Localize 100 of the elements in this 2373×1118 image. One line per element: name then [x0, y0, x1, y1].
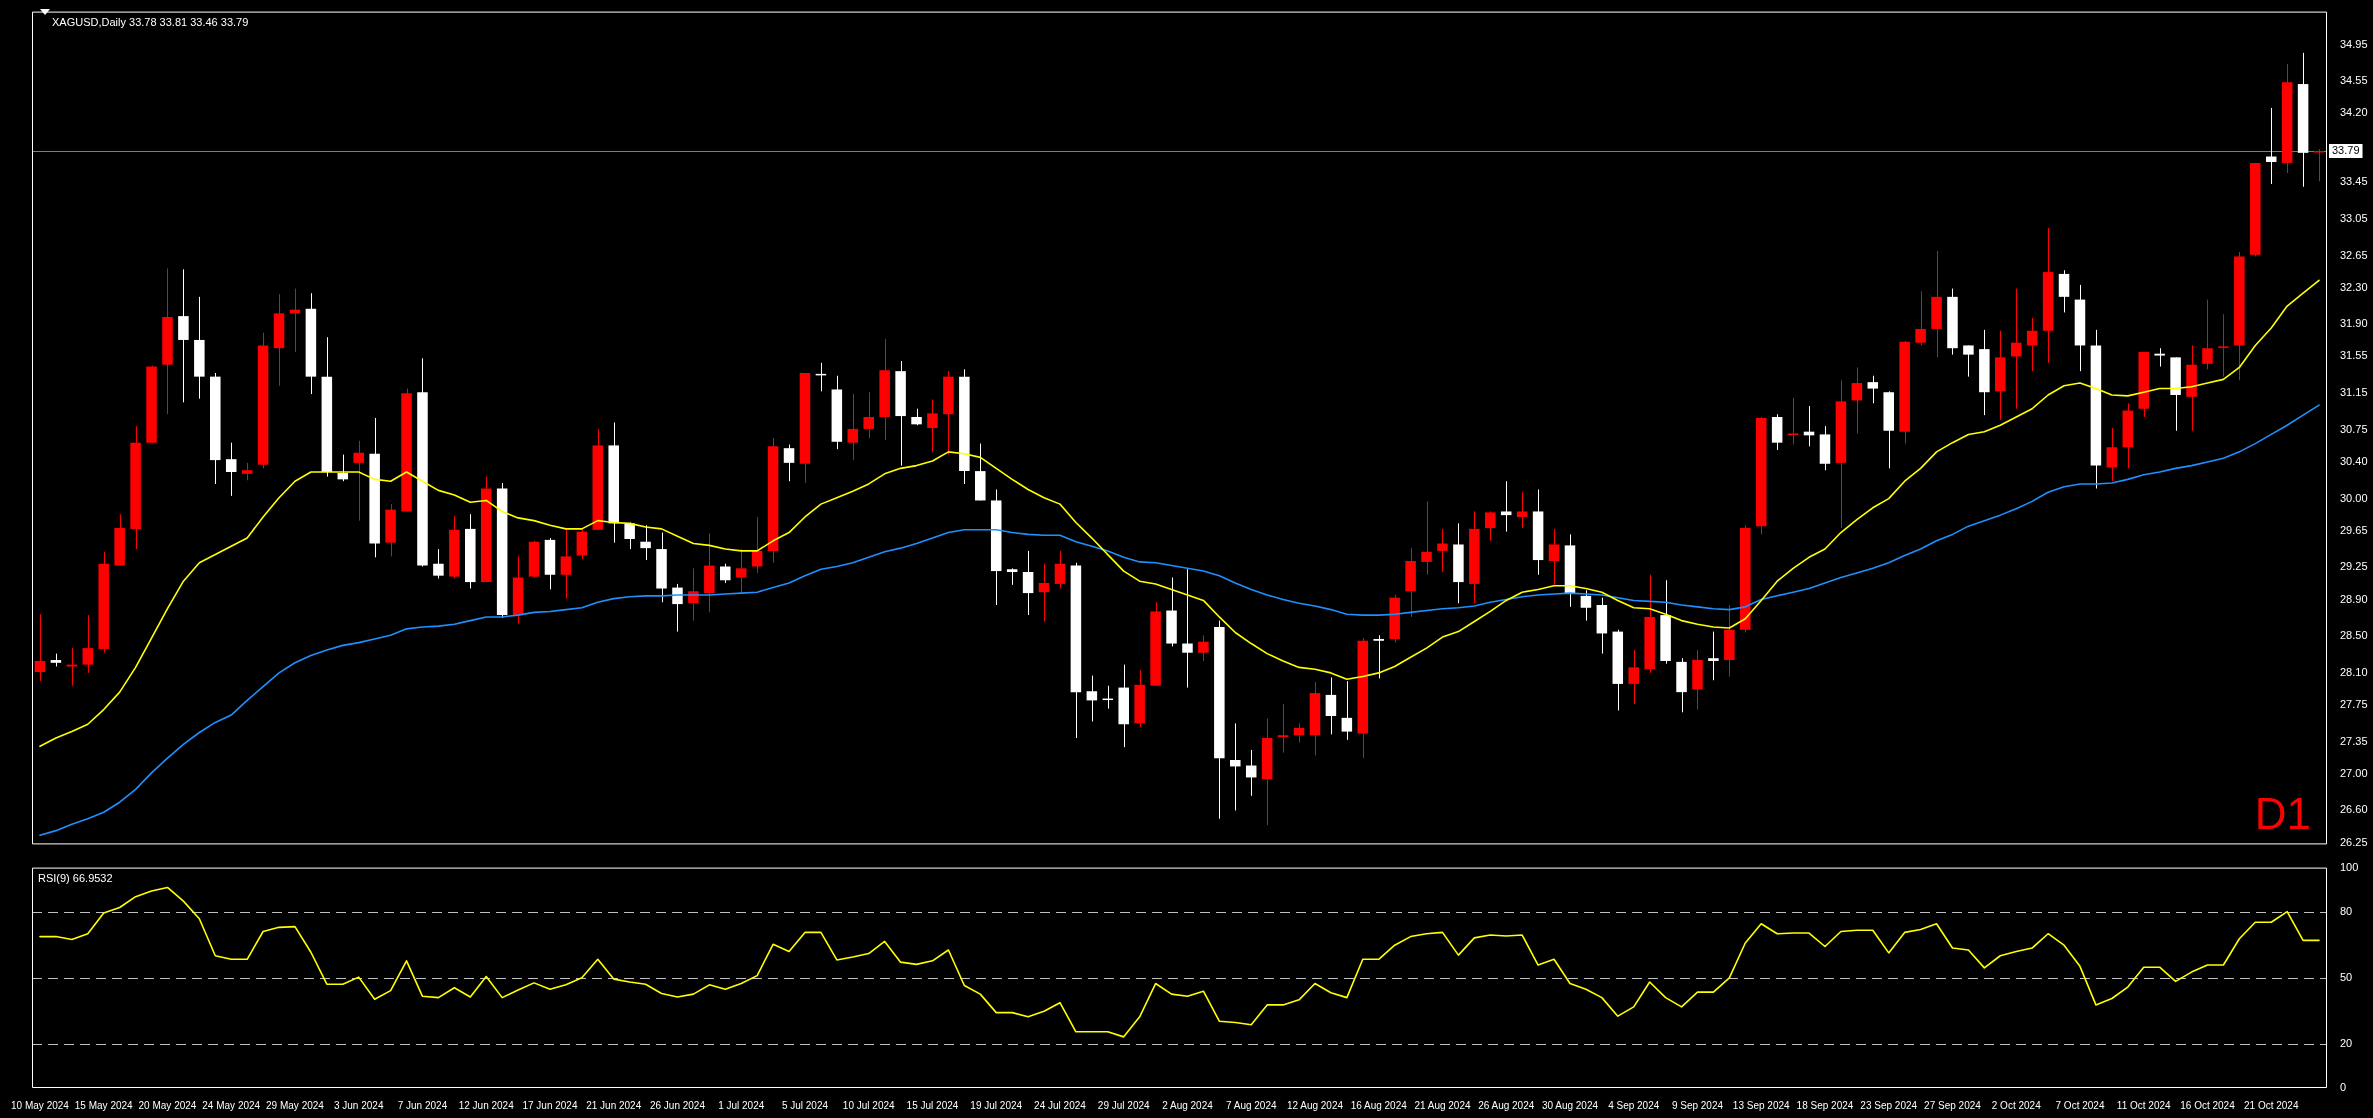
x-tick-label: 12 Aug 2024: [1286, 1099, 1344, 1111]
candlestick: [1198, 634, 1209, 662]
x-tick-label: 21 Oct 2024: [2243, 1099, 2299, 1111]
x-tick-label: 23 Sep 2024: [1860, 1099, 1918, 1111]
y-tick-label: 32.65: [2340, 248, 2368, 261]
y-tick-label: 30.40: [2340, 454, 2368, 467]
candlestick: [353, 440, 364, 522]
y-tick-label: 31.55: [2340, 349, 2368, 362]
ref-line-label: 33.79: [2332, 144, 2360, 157]
candlestick: [2010, 288, 2022, 410]
x-tick-label: 30 Aug 2024: [1541, 1099, 1599, 1111]
x-tick-label: 24 Jul 2024: [1034, 1099, 1087, 1111]
candlestick: [863, 391, 874, 439]
x-tick-label: 20 May 2024: [138, 1099, 197, 1111]
y-tick-label: 29.65: [2340, 523, 2368, 536]
y-tick-label: 100: [2340, 860, 2359, 873]
x-tick-label: 4 Sep 2024: [1608, 1099, 1660, 1111]
y-tick-label: 28.50: [2340, 629, 2368, 642]
x-tick-label: 29 May 2024: [266, 1099, 325, 1111]
candlestick: [1437, 528, 1448, 573]
x-tick-label: 16 Aug 2024: [1350, 1099, 1408, 1111]
candlestick: [433, 548, 444, 579]
candlestick: [1867, 375, 1879, 404]
y-tick-label: 28.90: [2340, 592, 2368, 605]
candlestick: [1580, 589, 1592, 622]
x-tick-label: 15 May 2024: [74, 1099, 134, 1111]
x-tick-label: 7 Oct 2024: [2055, 1099, 2105, 1111]
candlestick: [82, 614, 94, 674]
candlestick: [1421, 500, 1432, 576]
chart-title: XAGUSD,Daily 33.78 33.81 33.46 33.79: [52, 16, 249, 29]
x-tick-label: 17 Jun 2024: [522, 1099, 578, 1111]
candlestick: [2218, 313, 2229, 378]
x-tick-label: 21 Jun 2024: [586, 1099, 642, 1111]
candlestick: [1500, 480, 1512, 533]
candlestick: [1022, 550, 1034, 616]
x-tick-label: 21 Aug 2024: [1414, 1099, 1471, 1111]
y-tick-label: 31.15: [2340, 386, 2368, 399]
candlestick: [2313, 148, 2325, 182]
chart-title: RSI(9) 66.9532: [38, 872, 113, 885]
candlestick: [2202, 299, 2213, 370]
candlestick: [1548, 528, 1560, 586]
candlestick: [1230, 722, 1241, 811]
x-tick-label: 2 Oct 2024: [1991, 1099, 2042, 1111]
x-tick-label: 5 Jul 2024: [781, 1099, 829, 1111]
candlestick: [1182, 568, 1193, 689]
candlestick: [1708, 631, 1719, 681]
candlestick: [178, 268, 189, 403]
y-tick-label: 27.35: [2340, 734, 2368, 747]
candlestick: [735, 548, 747, 595]
candlestick: [1915, 290, 1926, 346]
x-tick-label: 7 Aug 2024: [1225, 1099, 1277, 1111]
candlestick: [1086, 675, 1098, 722]
y-tick-label: 29.25: [2340, 560, 2368, 573]
candlestick: [2058, 269, 2070, 313]
candlestick: [783, 444, 795, 482]
candlestick: [927, 399, 938, 453]
candlestick: [1516, 491, 1528, 529]
y-tick-label: 20: [2340, 1036, 2353, 1049]
candlestick: [2154, 347, 2165, 368]
candlestick: [1341, 680, 1353, 741]
x-tick-label: 12 Jun 2024: [458, 1099, 515, 1111]
x-tick-label: 26 Jun 2024: [649, 1099, 706, 1111]
x-tick-label: 3 Jun 2024: [333, 1099, 384, 1111]
y-tick-label: 33.05: [2340, 211, 2368, 224]
y-tick-label: 27.00: [2340, 766, 2368, 779]
candlestick: [1038, 563, 1050, 623]
candlestick: [560, 528, 572, 600]
y-tick-label: 32.30: [2340, 280, 2368, 293]
y-tick-label: 80: [2340, 904, 2353, 917]
y-tick-label: 30.75: [2340, 422, 2368, 435]
candlestick: [1485, 510, 1496, 542]
candlestick: [1963, 344, 1974, 378]
x-tick-label: 27 Sep 2024: [1924, 1099, 1982, 1111]
x-tick-label: 10 Jul 2024: [842, 1099, 896, 1111]
y-tick-label: 26.25: [2340, 835, 2368, 848]
annotation: D1: [2254, 788, 2311, 838]
candlestick: [720, 563, 731, 584]
y-tick-label: 31.90: [2340, 317, 2368, 330]
candlestick: [1325, 676, 1337, 735]
candlestick: [1851, 366, 1863, 434]
x-tick-label: 11 Oct 2024: [2116, 1099, 2172, 1111]
x-tick-label: 24 May 2024: [202, 1099, 261, 1111]
candlestick: [1293, 722, 1305, 744]
x-tick-label: 26 Aug 2024: [1478, 1099, 1535, 1111]
candlestick: [1373, 634, 1384, 679]
y-tick-label: 34.95: [2340, 37, 2368, 50]
x-tick-label: 19 Jul 2024: [970, 1099, 1023, 1111]
y-tick-label: 50: [2340, 970, 2353, 983]
candlestick: [640, 524, 651, 561]
x-tick-label: 29 Jul 2024: [1097, 1099, 1151, 1111]
x-tick-label: 1 Jul 2024: [718, 1099, 765, 1111]
y-tick-label: 30.00: [2340, 491, 2368, 504]
candlestick: [847, 393, 859, 461]
candlestick: [576, 528, 588, 560]
candlestick: [225, 442, 237, 497]
x-tick-label: 16 Oct 2024: [2180, 1099, 2236, 1111]
candlestick: [1277, 703, 1289, 754]
y-tick-label: 27.75: [2340, 698, 2368, 711]
candlestick: [2026, 317, 2038, 372]
y-tick-label: 0: [2340, 1081, 2347, 1094]
